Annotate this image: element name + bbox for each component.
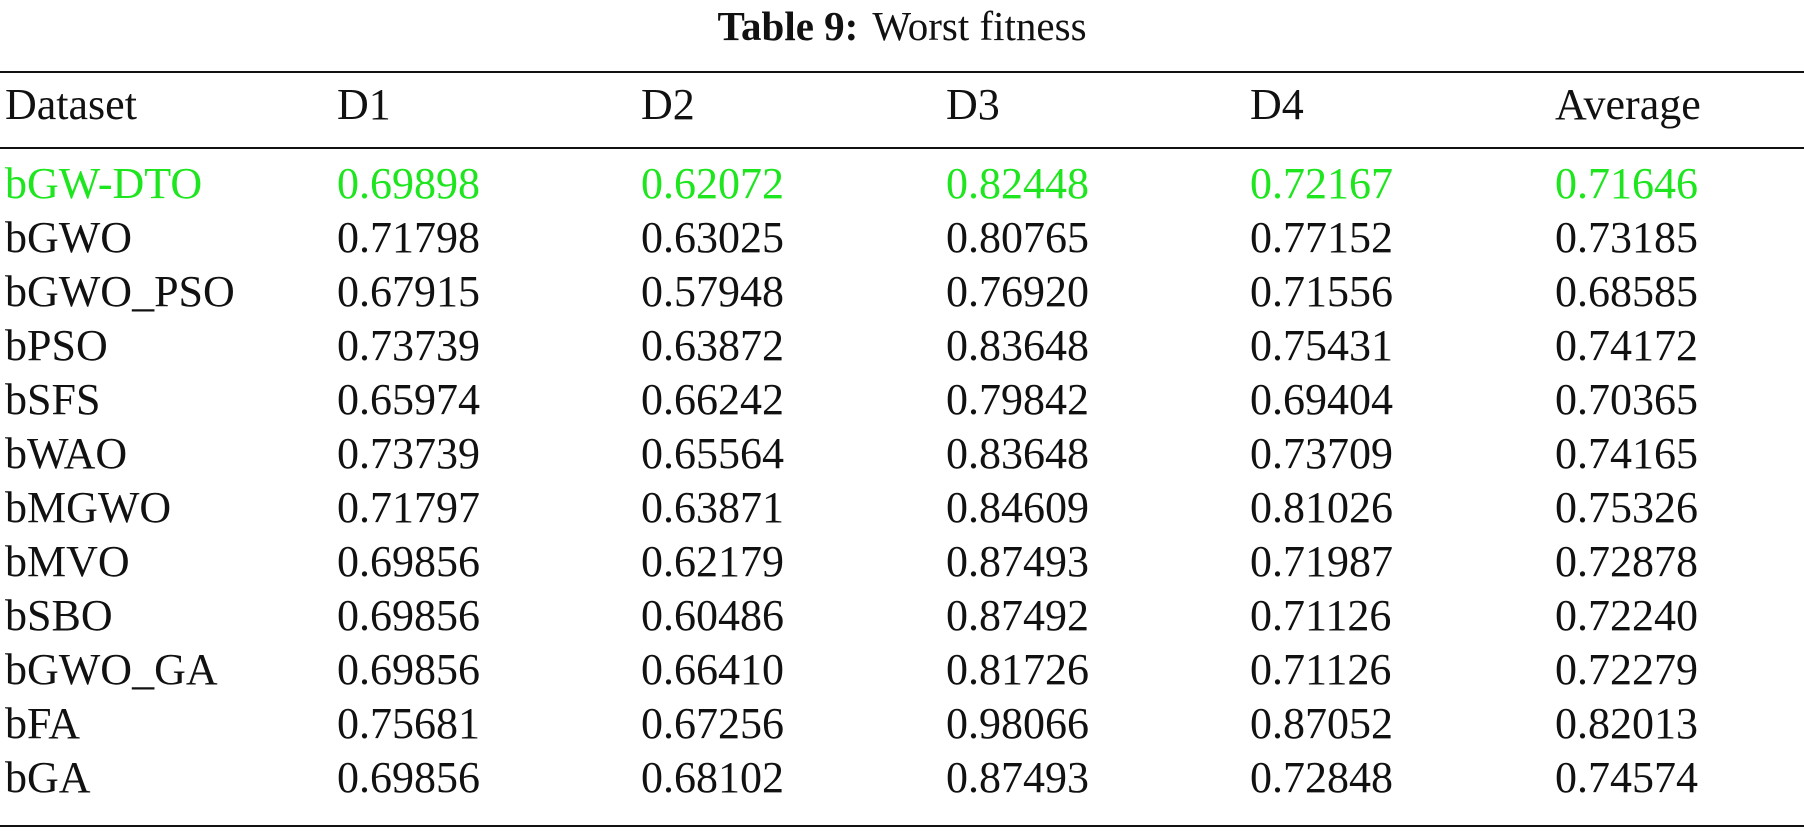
top-rule bbox=[0, 71, 1804, 73]
table-cell: 0.75326 bbox=[1555, 483, 1698, 532]
column-header-d2: D2 bbox=[641, 80, 695, 129]
table-cell: 0.72167 bbox=[1250, 159, 1393, 208]
table-cell: 0.87493 bbox=[946, 753, 1089, 802]
row-label: bGWO_GA bbox=[5, 645, 218, 694]
table-cell: 0.73709 bbox=[1250, 429, 1393, 478]
table-cell: 0.68102 bbox=[641, 753, 784, 802]
table-cell: 0.69856 bbox=[337, 537, 480, 586]
table-row: bPSO 0.73739 0.63872 0.83648 0.75431 0.7… bbox=[0, 319, 1804, 373]
table-cell: 0.98066 bbox=[946, 699, 1089, 748]
table-cell: 0.72848 bbox=[1250, 753, 1393, 802]
table-row: bSBO 0.69856 0.60486 0.87492 0.71126 0.7… bbox=[0, 589, 1804, 643]
table-row: bMGWO 0.71797 0.63871 0.84609 0.81026 0.… bbox=[0, 481, 1804, 535]
table-cell: 0.70365 bbox=[1555, 375, 1698, 424]
row-label: bSBO bbox=[5, 591, 113, 640]
row-label: bMVO bbox=[5, 537, 130, 586]
table-cell: 0.71646 bbox=[1555, 159, 1698, 208]
table-row: bGW-DTO 0.69898 0.62072 0.82448 0.72167 … bbox=[0, 157, 1804, 211]
table-cell: 0.79842 bbox=[946, 375, 1089, 424]
row-label: bGWO_PSO bbox=[5, 267, 235, 316]
table-cell: 0.69898 bbox=[337, 159, 480, 208]
table-row: bFA 0.75681 0.67256 0.98066 0.87052 0.82… bbox=[0, 697, 1804, 751]
table-row: bGWO_GA 0.69856 0.66410 0.81726 0.71126 … bbox=[0, 643, 1804, 697]
row-label: bFA bbox=[5, 699, 80, 748]
table-caption-label: Table 9: bbox=[717, 3, 859, 49]
row-label: bSFS bbox=[5, 375, 101, 424]
row-label: bWAO bbox=[5, 429, 128, 478]
table-cell: 0.67256 bbox=[641, 699, 784, 748]
table-cell: 0.71126 bbox=[1250, 591, 1392, 640]
table-cell: 0.81026 bbox=[1250, 483, 1393, 532]
table-cell: 0.74165 bbox=[1555, 429, 1698, 478]
table-cell: 0.71556 bbox=[1250, 267, 1393, 316]
table-cell: 0.77152 bbox=[1250, 213, 1393, 262]
table-cell: 0.63872 bbox=[641, 321, 784, 370]
table-cell: 0.72240 bbox=[1555, 591, 1698, 640]
column-header-d1: D1 bbox=[337, 80, 391, 129]
header-rule bbox=[0, 147, 1804, 149]
table-cell: 0.72878 bbox=[1555, 537, 1698, 586]
table-cell: 0.60486 bbox=[641, 591, 784, 640]
table-cell: 0.82448 bbox=[946, 159, 1089, 208]
row-label: bGW-DTO bbox=[5, 159, 203, 208]
table-cell: 0.69856 bbox=[337, 753, 480, 802]
column-header-average: Average bbox=[1555, 80, 1701, 129]
table-caption-text: Worst fitness bbox=[872, 3, 1087, 49]
table-cell: 0.87493 bbox=[946, 537, 1089, 586]
row-label: bGWO bbox=[5, 213, 133, 262]
table-cell: 0.69404 bbox=[1250, 375, 1393, 424]
table-cell: 0.69856 bbox=[337, 591, 480, 640]
table-cell: 0.63025 bbox=[641, 213, 784, 262]
table-cell: 0.65564 bbox=[641, 429, 784, 478]
table-cell: 0.74172 bbox=[1555, 321, 1698, 370]
table-cell: 0.65974 bbox=[337, 375, 480, 424]
table-cell: 0.62072 bbox=[641, 159, 784, 208]
table-cell: 0.73185 bbox=[1555, 213, 1698, 262]
table-cell: 0.80765 bbox=[946, 213, 1089, 262]
bottom-rule bbox=[0, 825, 1804, 827]
table-row: bGWO 0.71798 0.63025 0.80765 0.77152 0.7… bbox=[0, 211, 1804, 265]
column-header-dataset: Dataset bbox=[5, 80, 137, 129]
table-cell: 0.68585 bbox=[1555, 267, 1698, 316]
table-caption: Table 9: Worst fitness bbox=[0, 0, 1804, 52]
table-cell: 0.83648 bbox=[946, 321, 1089, 370]
table-row: bGWO_PSO 0.67915 0.57948 0.76920 0.71556… bbox=[0, 265, 1804, 319]
table-cell: 0.62179 bbox=[641, 537, 784, 586]
table-cell: 0.87492 bbox=[946, 591, 1089, 640]
table-cell: 0.69856 bbox=[337, 645, 480, 694]
row-label: bPSO bbox=[5, 321, 108, 370]
table-cell: 0.74574 bbox=[1555, 753, 1698, 802]
table-cell: 0.73739 bbox=[337, 429, 480, 478]
column-header-d4: D4 bbox=[1250, 80, 1304, 129]
table-cell: 0.71126 bbox=[1250, 645, 1392, 694]
table-row: bMVO 0.69856 0.62179 0.87493 0.71987 0.7… bbox=[0, 535, 1804, 589]
row-label: bMGWO bbox=[5, 483, 172, 532]
table-header-row: Dataset D1 D2 D3 D4 Average bbox=[0, 76, 1804, 134]
table-row: bSFS 0.65974 0.66242 0.79842 0.69404 0.7… bbox=[0, 373, 1804, 427]
table-cell: 0.75431 bbox=[1250, 321, 1393, 370]
table-cell: 0.87052 bbox=[1250, 699, 1393, 748]
table-cell: 0.66410 bbox=[641, 645, 784, 694]
table-row: bWAO 0.73739 0.65564 0.83648 0.73709 0.7… bbox=[0, 427, 1804, 481]
table-cell: 0.71798 bbox=[337, 213, 480, 262]
table-cell: 0.72279 bbox=[1555, 645, 1698, 694]
table-cell: 0.75681 bbox=[337, 699, 480, 748]
row-label: bGA bbox=[5, 753, 91, 802]
table-row: bGA 0.69856 0.68102 0.87493 0.72848 0.74… bbox=[0, 751, 1804, 805]
column-header-d3: D3 bbox=[946, 80, 1000, 129]
table-cell: 0.66242 bbox=[641, 375, 784, 424]
table-cell: 0.71987 bbox=[1250, 537, 1393, 586]
table-cell: 0.71797 bbox=[337, 483, 480, 532]
table-cell: 0.82013 bbox=[1555, 699, 1698, 748]
table-cell: 0.73739 bbox=[337, 321, 480, 370]
table-cell: 0.84609 bbox=[946, 483, 1089, 532]
table-cell: 0.63871 bbox=[641, 483, 784, 532]
table-cell: 0.67915 bbox=[337, 267, 480, 316]
table-cell: 0.76920 bbox=[946, 267, 1089, 316]
table-cell: 0.81726 bbox=[946, 645, 1089, 694]
table-cell: 0.83648 bbox=[946, 429, 1089, 478]
table-cell: 0.57948 bbox=[641, 267, 784, 316]
